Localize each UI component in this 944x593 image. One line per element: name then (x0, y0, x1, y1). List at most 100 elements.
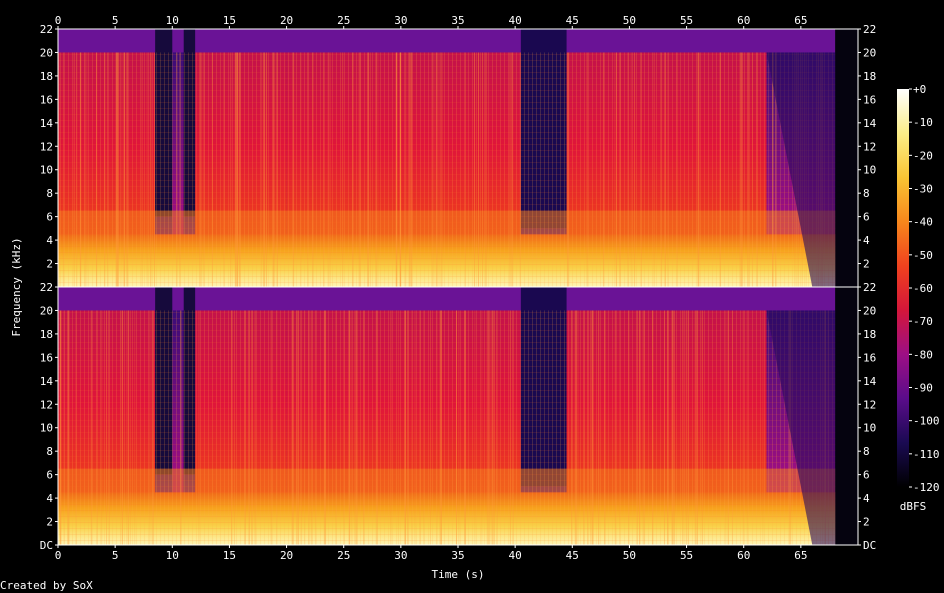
x-tick-label: 45 (566, 549, 579, 562)
y-tick-label: 22 (40, 23, 53, 36)
x-tick-label-top: 55 (680, 14, 693, 27)
x-tick-label-top: 5 (112, 14, 119, 27)
x-axis-label: Time (s) (432, 568, 485, 581)
y-tick-label: 6 (46, 211, 53, 224)
colorbar-tick-label: -70 (913, 315, 933, 328)
colorbar-tick-label: -50 (913, 249, 933, 262)
y-tick-label: 18 (40, 328, 53, 341)
y-tick-label-right: 6 (863, 211, 870, 224)
high-band (58, 29, 858, 53)
y-tick-label-right: 14 (863, 375, 877, 388)
y-tick-label-right: 22 (863, 281, 876, 294)
colorbar-tick-label: -110 (913, 448, 940, 461)
colorbar-label: dBFS (900, 500, 927, 513)
channel-1-spectrogram (58, 29, 858, 287)
fade-out (766, 310, 836, 545)
x-tick-label: 40 (509, 549, 522, 562)
y-axis-label: Frequency (kHz) (10, 237, 23, 336)
fade-out (766, 52, 836, 287)
y-tick-label-right: 2 (863, 516, 870, 529)
y-tick-label: 6 (46, 469, 53, 482)
x-tick-label-top: 35 (451, 14, 464, 27)
colorbar-tick-label: -30 (913, 183, 933, 196)
y-tick-label: 18 (40, 70, 53, 83)
y-tick-label: 2 (46, 258, 53, 271)
y-tick-label: 12 (40, 398, 53, 411)
x-tick-label: 5 (112, 549, 119, 562)
x-tick-label-top: 30 (394, 14, 407, 27)
x-tick-label: 55 (680, 549, 693, 562)
y-tick-label: 14 (40, 117, 54, 130)
x-tick-label: 30 (394, 549, 407, 562)
y-tick-label-right: 18 (863, 70, 876, 83)
y-tick-label: 22 (40, 281, 53, 294)
y-tick-label-right: 6 (863, 469, 870, 482)
colorbar-tick-label: -80 (913, 348, 933, 361)
x-tick-label-top: 25 (337, 14, 350, 27)
texture (58, 52, 836, 287)
x-tick-label-top: 20 (280, 14, 293, 27)
y-tick-label-right: 8 (863, 445, 870, 458)
x-tick-label-top: 40 (509, 14, 522, 27)
x-tick-label: 35 (451, 549, 464, 562)
y-tick-label-right: 10 (863, 422, 876, 435)
x-tick-label: 10 (166, 549, 179, 562)
x-tick-label: 25 (337, 549, 350, 562)
high-band (58, 287, 858, 311)
x-tick-label-top: 10 (166, 14, 179, 27)
y-tick-label-right: 16 (863, 93, 876, 106)
y-tick-label: 10 (40, 422, 53, 435)
y-tick-label-right: 16 (863, 351, 876, 364)
x-tick-label-top: 45 (566, 14, 579, 27)
y-tick-label-right: 14 (863, 117, 877, 130)
y-tick-label-right: 10 (863, 164, 876, 177)
segment-silence (835, 287, 858, 545)
y-tick-label-right: 20 (863, 46, 876, 59)
y-tick-label-right: 18 (863, 328, 876, 341)
y-tick-label: 16 (40, 351, 53, 364)
colorbar-tick-label: -20 (913, 149, 933, 162)
y-tick-label: 12 (40, 140, 53, 153)
y-tick-label-right: 22 (863, 23, 876, 36)
x-tick-label-top: 15 (223, 14, 236, 27)
x-tick-label: 20 (280, 549, 293, 562)
x-tick-label-top: 50 (623, 14, 636, 27)
y-tick-label-right: 12 (863, 398, 876, 411)
channel-2-spectrogram (57, 287, 858, 545)
y-tick-label-right: 4 (863, 234, 870, 247)
colorbar-tick-label: -90 (913, 382, 933, 395)
x-tick-label: 65 (794, 549, 807, 562)
y-tick-label-right: 12 (863, 140, 876, 153)
y-tick-label: DC (40, 539, 53, 552)
colorbar-tick-label: +0 (913, 83, 926, 96)
colorbar-tick-label: -100 (913, 415, 940, 428)
y-tick-label: 16 (40, 93, 53, 106)
x-tick-label: 15 (223, 549, 236, 562)
texture (58, 310, 836, 545)
x-tick-label-top: 65 (794, 14, 807, 27)
x-tick-label: 60 (737, 549, 750, 562)
y-tick-label: 2 (46, 516, 53, 529)
y-tick-label: 14 (40, 375, 54, 388)
y-tick-label-right: 2 (863, 258, 870, 271)
y-tick-label: 4 (46, 234, 53, 247)
y-tick-label: 8 (46, 187, 53, 200)
y-tick-label: 20 (40, 304, 53, 317)
colorbar (897, 89, 909, 487)
x-tick-label: 50 (623, 549, 636, 562)
credit-text: Created by SoX (0, 579, 93, 592)
colorbar-tick-label: -120 (913, 481, 940, 494)
x-tick-label-top: 0 (55, 14, 62, 27)
y-tick-label-right: 20 (863, 304, 876, 317)
y-tick-label: 8 (46, 445, 53, 458)
colorbar-tick-label: -40 (913, 216, 933, 229)
y-tick-label: 4 (46, 492, 53, 505)
colorbar-tick-label: -10 (913, 116, 933, 129)
x-tick-label: 0 (55, 549, 62, 562)
y-tick-label-right: 4 (863, 492, 870, 505)
y-tick-label: 20 (40, 46, 53, 59)
x-tick-label-top: 60 (737, 14, 750, 27)
y-tick-label-right: DC (863, 539, 876, 552)
y-tick-label: 10 (40, 164, 53, 177)
